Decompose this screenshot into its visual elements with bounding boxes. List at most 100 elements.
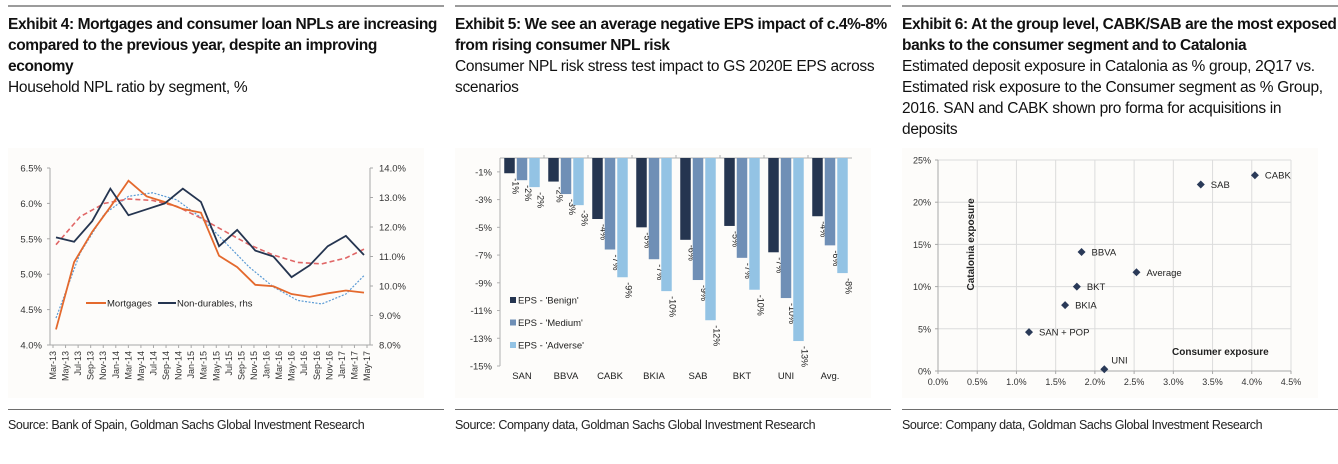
trendline-nondurables (55, 198, 365, 265)
right-tick-label: 13.0% (379, 193, 406, 204)
bar-san-benign (504, 158, 515, 174)
left-tick-label: 4.5% (20, 305, 42, 316)
y-tick-label: 25% (913, 156, 931, 166)
exhibit-5-panel: Exhibit 5: We see an average negative EP… (447, 0, 891, 464)
x-tick-label: May-13 (61, 351, 71, 381)
x-tick-label: 4.5% (1281, 377, 1302, 387)
exposure-scatter-chart: 0.0% 0.5% 1.0% 1.5% 2.0% 2.5% 3.0% 3.5% 4.0% 4.5%… (913, 156, 1302, 388)
x-category-label: BKT (733, 371, 752, 382)
bar-data-label: -10% (756, 295, 766, 316)
x-tick-label: 3.0% (1163, 377, 1184, 387)
x-tick-label: Sep-15 (236, 351, 246, 380)
bar-cabk-medium (604, 158, 616, 250)
npl-line-chart: 4.0% 4.5% 5.0% 5.5% 6.0% 6.5% 8.0% 9.0% 10.0% 11.… (20, 164, 406, 382)
exhibit-4-title: Exhibit 4: Mortgages and consumer loan N… (8, 14, 444, 98)
point-label: CABK (1265, 171, 1292, 182)
scatter-point-sanpop (1024, 328, 1033, 337)
y-tick-label: -1% (475, 167, 492, 178)
scatter-point-sab (1196, 180, 1205, 189)
bar-data-label: -7% (743, 263, 753, 279)
scatter-point-bbva (1077, 247, 1086, 256)
scatter-point-bkia (1061, 301, 1070, 310)
x-tick-label: 1.0% (1006, 377, 1027, 387)
bar-data-label: -9% (624, 282, 634, 298)
y-tick-label: 0% (918, 367, 931, 377)
bar-bkia-medium (648, 158, 660, 260)
y-tick-label: -7% (475, 251, 492, 262)
bar-data-label: -4% (819, 221, 829, 237)
x-axis-title: Consumer exposure (1172, 347, 1269, 358)
x-category-label: UNI (778, 371, 794, 382)
x-tick-label: 0.5% (967, 377, 988, 387)
bar-data-label: -3% (567, 199, 577, 215)
x-tick-label: Sep-16 (312, 351, 322, 380)
bar-avg-adverse (837, 158, 848, 274)
x-tick-label: Mar-14 (123, 351, 133, 380)
y-tick-label: -5% (475, 223, 492, 234)
source-note: Source: Bank of Spain, Goldman Sachs Glo… (8, 418, 365, 432)
right-tick-label: 12.0% (379, 223, 406, 234)
bar-bkt-medium (736, 158, 748, 258)
bar-bkt-benign (724, 158, 735, 226)
bar-bkia-benign (636, 158, 647, 228)
point-label: BKT (1087, 282, 1106, 293)
x-category-label: BKIA (643, 371, 665, 382)
bar-data-label: -2% (555, 187, 565, 203)
x-tick-label: May-16 (287, 351, 297, 381)
exhibit-6-panel: Exhibit 6: At the group level, CABK/SAB … (894, 0, 1338, 464)
x-tick-label: Mar-13 (48, 351, 58, 380)
bar-avg-benign (812, 158, 823, 217)
legend-label: EPS - 'Adverse' (518, 341, 584, 352)
bar-data-label: -7% (611, 255, 621, 271)
exhibit-title-text: Exhibit 5: We see an average negative EP… (455, 16, 887, 54)
plot-area: 4.0% 4.5% 5.0% 5.5% 6.0% 6.5% 8.0% 9.0% 10.0% 11.… (8, 148, 424, 398)
series-line-nondurables (55, 186, 365, 279)
bar-sab-benign (680, 158, 691, 240)
bar-bbva-benign (548, 158, 559, 182)
bar-data-label: -12% (712, 325, 722, 346)
top-divider (455, 5, 891, 7)
x-tick-label: 2.0% (1085, 377, 1106, 387)
left-tick-label: 4.0% (20, 341, 42, 352)
point-label: BKIA (1075, 301, 1097, 312)
bar-bkia-adverse (661, 158, 672, 292)
source-note: Source: Company data, Goldman Sachs Glob… (455, 418, 816, 432)
legend-swatch (510, 297, 516, 303)
x-tick-label: 1.5% (1045, 377, 1066, 387)
x-tick-label: Jan-15 (186, 351, 196, 379)
y-tick-label: 5% (918, 324, 931, 334)
bar-data-label: -7% (775, 257, 785, 273)
x-tick-label: Mar-15 (199, 351, 209, 380)
bar-data-label: -10% (787, 303, 797, 324)
legend-label: EPS - 'Benign' (518, 296, 579, 307)
x-tick-label: Jul-14 (148, 351, 158, 376)
plot-area: 0.0% 0.5% 1.0% 1.5% 2.0% 2.5% 3.0% 3.5% 4.0% 4.5%… (902, 148, 1318, 398)
x-tick-label: Sep-14 (161, 351, 171, 380)
bar-data-label: -2% (536, 192, 546, 208)
left-tick-label: 6.0% (20, 199, 42, 210)
scatter-point-average (1132, 268, 1141, 277)
right-tick-label: 8.0% (379, 341, 401, 352)
exhibit-subtitle: Consumer NPL risk stress test impact to … (455, 58, 875, 96)
right-tick-label: 10.0% (379, 282, 406, 293)
x-tick-label: 4.0% (1242, 377, 1263, 387)
bar-data-label: -4% (599, 224, 609, 240)
left-tick-label: 5.5% (20, 234, 42, 245)
x-tick-label: Jul-13 (73, 351, 83, 376)
bar-bkt-adverse (749, 158, 760, 290)
x-tick-label: May-15 (211, 351, 221, 381)
bar-data-label: -6% (831, 250, 841, 266)
exhibit-5-title: Exhibit 5: We see an average negative EP… (455, 14, 891, 98)
y-tick-label: 10% (913, 282, 931, 292)
y-axis-title: Catalonia exposure (966, 198, 977, 291)
bar-data-label: -3% (580, 210, 590, 226)
x-tick-label: May-14 (136, 351, 146, 381)
scatter-point-bkt (1072, 282, 1081, 291)
legend-label-mortgages: Mortgages (107, 299, 152, 310)
exhibit-title-text: Exhibit 6: At the group level, CABK/SAB … (902, 16, 1337, 54)
bar-data-label: -7% (655, 264, 665, 280)
x-tick-label: 0.0% (928, 377, 949, 387)
bar-cabk-adverse (617, 158, 628, 278)
bar-data-label: -13% (800, 346, 810, 367)
x-tick-label: Nov-16 (324, 351, 334, 380)
